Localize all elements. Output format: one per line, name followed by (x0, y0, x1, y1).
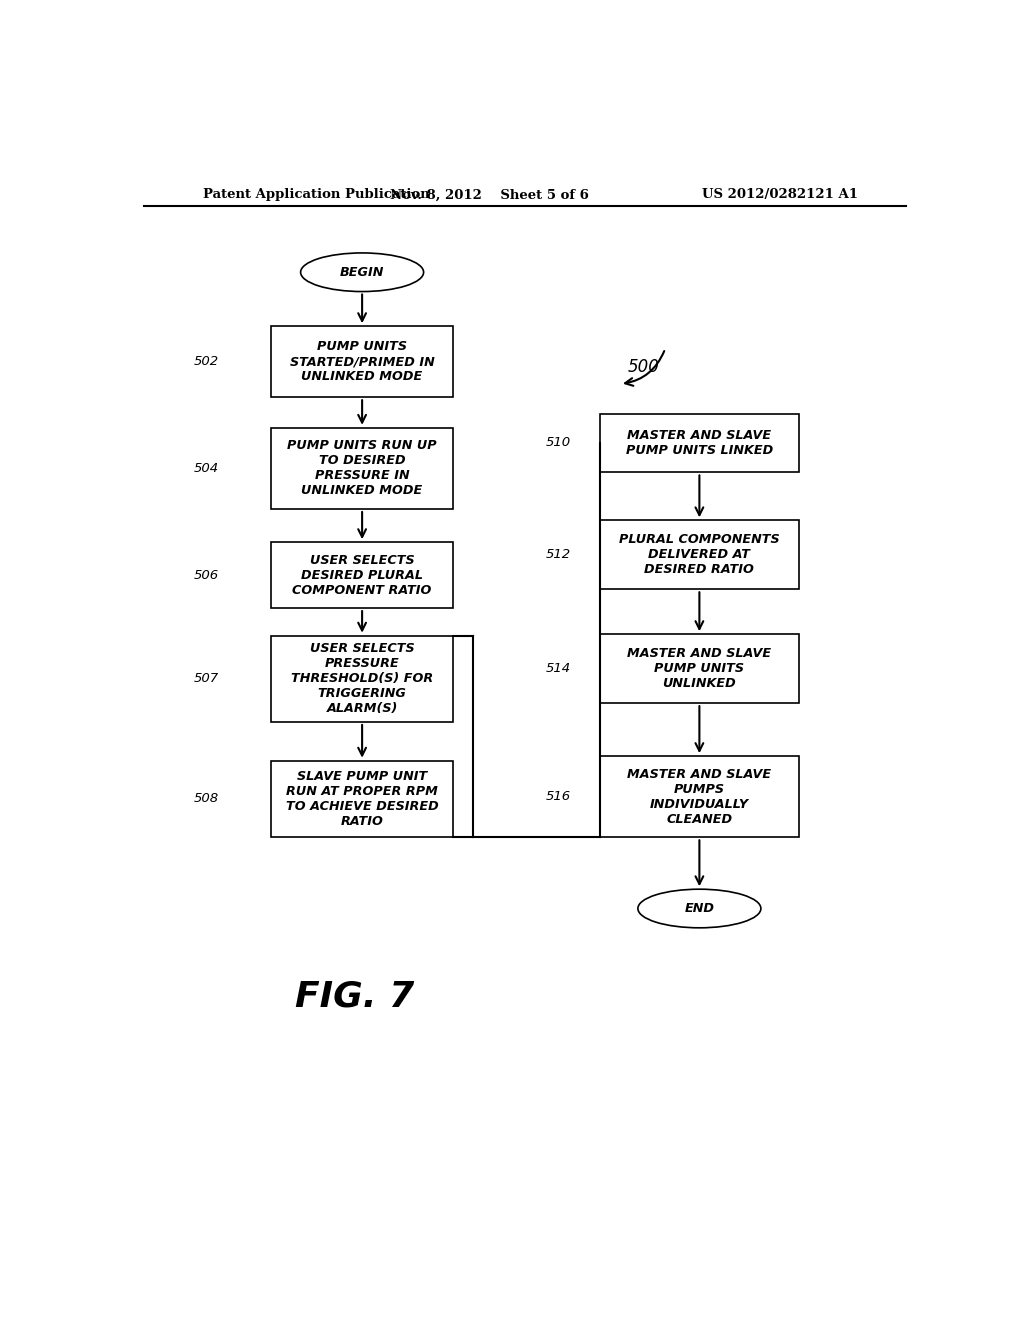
Text: PUMP UNITS
STARTED/PRIMED IN
UNLINKED MODE: PUMP UNITS STARTED/PRIMED IN UNLINKED MO… (290, 341, 434, 383)
Text: 504: 504 (195, 462, 219, 475)
Text: 516: 516 (546, 791, 570, 803)
Ellipse shape (638, 890, 761, 928)
FancyBboxPatch shape (270, 326, 454, 397)
Text: 500: 500 (628, 358, 659, 376)
FancyBboxPatch shape (270, 543, 454, 609)
FancyBboxPatch shape (600, 520, 799, 589)
Text: FIG. 7: FIG. 7 (295, 979, 414, 1014)
Text: MASTER AND SLAVE
PUMPS
INDIVIDUALLY
CLEANED: MASTER AND SLAVE PUMPS INDIVIDUALLY CLEA… (628, 768, 771, 826)
Text: MASTER AND SLAVE
PUMP UNITS
UNLINKED: MASTER AND SLAVE PUMP UNITS UNLINKED (628, 647, 771, 690)
Text: MASTER AND SLAVE
PUMP UNITS LINKED: MASTER AND SLAVE PUMP UNITS LINKED (626, 429, 773, 457)
FancyBboxPatch shape (600, 756, 799, 837)
Text: 508: 508 (195, 792, 219, 805)
Text: USER SELECTS
PRESSURE
THRESHOLD(S) FOR
TRIGGERING
ALARM(S): USER SELECTS PRESSURE THRESHOLD(S) FOR T… (291, 643, 433, 715)
Text: SLAVE PUMP UNIT
RUN AT PROPER RPM
TO ACHIEVE DESIRED
RATIO: SLAVE PUMP UNIT RUN AT PROPER RPM TO ACH… (286, 770, 438, 828)
Text: 512: 512 (546, 548, 570, 561)
Text: Nov. 8, 2012    Sheet 5 of 6: Nov. 8, 2012 Sheet 5 of 6 (390, 189, 589, 202)
Text: 506: 506 (195, 569, 219, 582)
Ellipse shape (301, 253, 424, 292)
Text: USER SELECTS
DESIRED PLURAL
COMPONENT RATIO: USER SELECTS DESIRED PLURAL COMPONENT RA… (293, 553, 432, 597)
FancyBboxPatch shape (270, 428, 454, 510)
Text: BEGIN: BEGIN (340, 265, 384, 279)
Text: PLURAL COMPONENTS
DELIVERED AT
DESIRED RATIO: PLURAL COMPONENTS DELIVERED AT DESIRED R… (620, 533, 779, 577)
FancyBboxPatch shape (270, 760, 454, 837)
Text: US 2012/0282121 A1: US 2012/0282121 A1 (702, 189, 858, 202)
Text: 507: 507 (195, 672, 219, 685)
FancyBboxPatch shape (270, 636, 454, 722)
Text: 514: 514 (546, 663, 570, 675)
Text: 510: 510 (546, 437, 570, 450)
Text: 502: 502 (195, 355, 219, 368)
FancyBboxPatch shape (600, 634, 799, 704)
Text: PUMP UNITS RUN UP
TO DESIRED
PRESSURE IN
UNLINKED MODE: PUMP UNITS RUN UP TO DESIRED PRESSURE IN… (288, 440, 437, 498)
Text: END: END (684, 902, 715, 915)
Text: Patent Application Publication: Patent Application Publication (204, 189, 430, 202)
FancyBboxPatch shape (600, 413, 799, 473)
